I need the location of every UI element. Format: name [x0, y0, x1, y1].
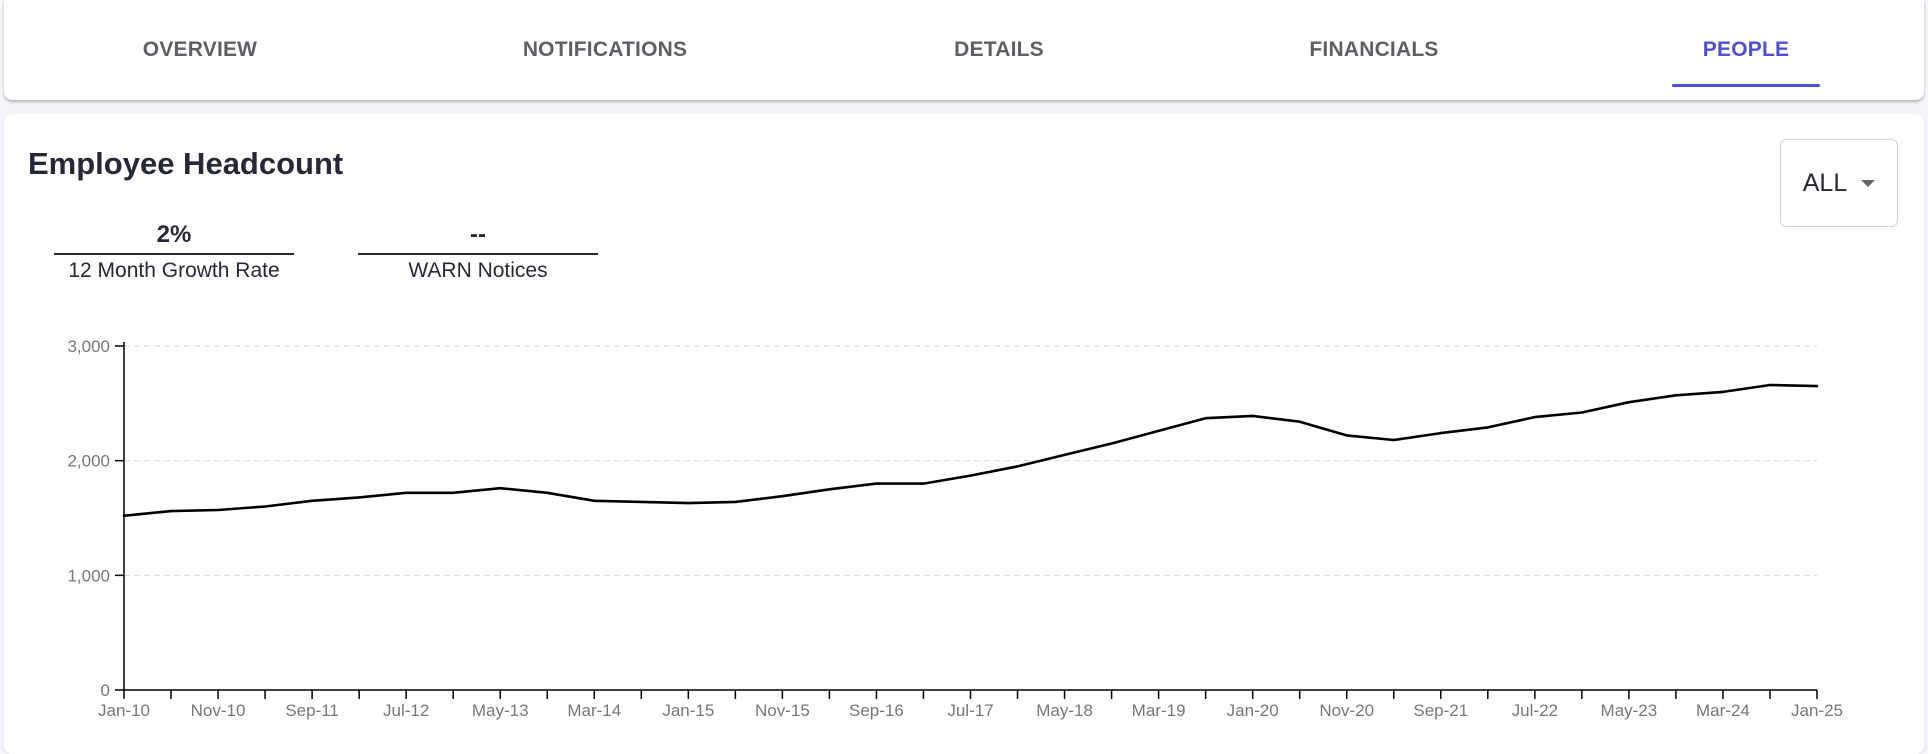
tab-people-label: PEOPLE — [1702, 38, 1790, 61]
tab-financials-label: FINANCIALS — [1309, 38, 1439, 61]
data-point — [546, 491, 549, 494]
data-point — [781, 495, 784, 498]
range-filter-dropdown[interactable]: ALL — [1780, 139, 1898, 227]
data-point — [1533, 415, 1537, 419]
x-tick-label: May-13 — [472, 701, 529, 720]
x-tick-label: May-23 — [1601, 701, 1658, 720]
data-point — [1439, 431, 1442, 435]
x-tick-label: Mar-19 — [1132, 701, 1186, 720]
x-tick-label: Nov-20 — [1319, 701, 1374, 720]
data-point — [1815, 384, 1819, 388]
data-point — [593, 499, 596, 502]
data-point — [1298, 420, 1301, 423]
data-point — [734, 500, 737, 504]
x-tick-label: Jan-25 — [1791, 701, 1843, 720]
x-tick-label: Sep-16 — [849, 701, 904, 720]
tab-notifications[interactable]: NOTIFICATIONS — [470, 0, 740, 100]
tab-details[interactable]: DETAILS — [884, 0, 1114, 100]
tab-people[interactable]: PEOPLE — [1672, 0, 1820, 100]
page-title: Employee Headcount — [28, 146, 344, 181]
data-point — [357, 496, 361, 499]
x-tick-label: Jan-10 — [98, 701, 150, 720]
x-tick-label: Jan-20 — [1227, 701, 1279, 720]
data-point — [1721, 390, 1725, 394]
data-point — [1204, 417, 1207, 420]
growth-rate-value: 2% — [54, 220, 294, 255]
x-tick-label: Jul-17 — [947, 701, 993, 720]
x-tick-label: Sep-11 — [285, 701, 339, 720]
data-point — [263, 505, 267, 508]
range-filter-value: ALL — [1802, 168, 1848, 197]
tab-financials[interactable]: FINANCIALS — [1254, 0, 1494, 100]
data-point — [640, 500, 643, 504]
data-point — [1674, 394, 1678, 397]
tab-bar: OVERVIEW NOTIFICATIONS DETAILS FINANCIAL… — [4, 0, 1924, 100]
caret-down-icon — [1861, 179, 1876, 187]
y-tick-label: 3,000 — [67, 337, 110, 356]
warn-notices-stat: -- WARN Notices — [358, 220, 598, 283]
data-point — [1110, 442, 1113, 445]
active-tab-indicator — [1672, 84, 1820, 87]
data-point — [1157, 429, 1160, 433]
y-tick-label: 2,000 — [67, 452, 110, 471]
data-point — [1580, 411, 1584, 414]
data-point — [1063, 453, 1066, 457]
x-tick-label: Jan-15 — [662, 701, 714, 720]
tab-overview[interactable]: OVERVIEW — [90, 0, 310, 100]
y-tick-label: 1,000 — [67, 566, 110, 585]
data-point — [310, 499, 314, 502]
headcount-panel: Employee Headcount 2% 12 Month Growth Ra… — [4, 114, 1924, 754]
data-point — [1345, 434, 1348, 437]
warn-notices-label: WARN Notices — [408, 259, 548, 282]
growth-rate-label: 12 Month Growth Rate — [68, 259, 280, 282]
tab-details-label: DETAILS — [954, 38, 1044, 61]
data-point — [216, 508, 220, 512]
warn-notices-value: -- — [358, 220, 598, 255]
x-tick-label: Jul-22 — [1512, 701, 1558, 720]
data-point — [404, 491, 408, 494]
data-point — [828, 488, 831, 491]
x-tick-label: Nov-15 — [755, 701, 810, 720]
data-point — [922, 482, 925, 485]
data-point — [687, 501, 690, 505]
y-tick-label: 0 — [101, 681, 110, 700]
x-tick-label: Sep-21 — [1413, 701, 1468, 720]
data-point — [1016, 465, 1019, 468]
x-tick-label: Mar-14 — [567, 701, 621, 720]
x-tick-label: Nov-10 — [191, 701, 246, 720]
headcount-chart: 0 1,000 2,000 3,000 Jan-10 Nov-10 Sep-11 Jul-12… — [67, 337, 1843, 720]
data-point — [1768, 383, 1772, 387]
headcount-line — [122, 383, 1819, 518]
data-point — [1392, 438, 1395, 442]
data-point — [1486, 426, 1490, 429]
data-point — [969, 474, 972, 477]
x-tick-label: May-18 — [1036, 701, 1093, 720]
tab-notifications-label: NOTIFICATIONS — [522, 38, 688, 61]
data-point — [169, 509, 173, 513]
x-tick-label: Mar-24 — [1696, 701, 1750, 720]
data-point — [875, 482, 878, 485]
data-point — [122, 514, 126, 517]
data-point — [451, 491, 455, 494]
growth-rate-stat: 2% 12 Month Growth Rate — [54, 220, 294, 283]
data-point — [1251, 414, 1254, 418]
data-point — [1627, 400, 1631, 404]
data-point — [499, 486, 502, 490]
tab-overview-label: OVERVIEW — [142, 38, 258, 61]
x-tick-label: Jul-12 — [383, 701, 429, 720]
